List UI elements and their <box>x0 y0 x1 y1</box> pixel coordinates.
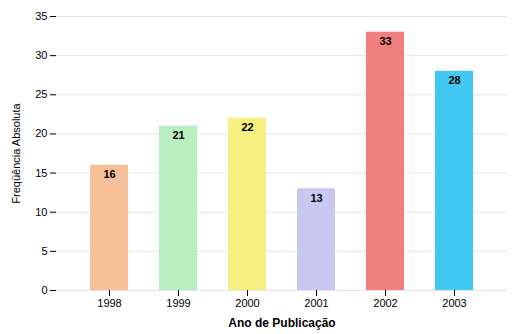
svg-text:1999: 1999 <box>166 297 190 309</box>
svg-text:0: 0 <box>41 284 47 296</box>
svg-text:15: 15 <box>35 167 47 179</box>
svg-text:Freqüência Absoluta: Freqüência Absoluta <box>10 102 22 203</box>
svg-text:1998: 1998 <box>97 297 121 309</box>
svg-text:10: 10 <box>35 206 47 218</box>
svg-text:2002: 2002 <box>373 297 397 309</box>
svg-text:2001: 2001 <box>304 297 328 309</box>
svg-text:20: 20 <box>35 127 47 139</box>
svg-text:5: 5 <box>41 245 47 257</box>
svg-text:22: 22 <box>241 121 253 133</box>
svg-text:2003: 2003 <box>442 297 466 309</box>
svg-text:2000: 2000 <box>235 297 259 309</box>
svg-text:35: 35 <box>35 10 47 22</box>
svg-text:16: 16 <box>103 168 115 180</box>
svg-text:25: 25 <box>35 88 47 100</box>
svg-text:33: 33 <box>379 35 391 47</box>
svg-text:13: 13 <box>310 192 322 204</box>
svg-text:30: 30 <box>35 49 47 61</box>
svg-text:28: 28 <box>448 74 460 86</box>
svg-text:21: 21 <box>172 129 184 141</box>
svg-text:Ano de Publicação: Ano de Publicação <box>228 316 335 330</box>
